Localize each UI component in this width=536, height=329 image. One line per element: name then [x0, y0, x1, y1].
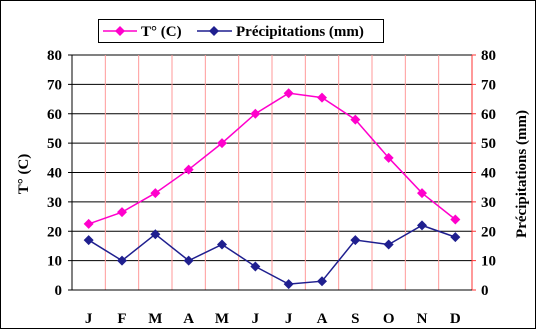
data-point-temperature: [417, 188, 427, 199]
data-point-precipitation: [317, 276, 327, 287]
x-tick-label: F: [117, 311, 126, 327]
data-point-precipitation: [183, 255, 194, 266]
gridlines: [72, 54, 472, 291]
data-point-precipitation: [117, 255, 127, 266]
y-tick-label-left: 20: [47, 224, 62, 240]
y-tick-label-left: 50: [47, 136, 62, 152]
legend-item-temperature: T° (C): [103, 24, 182, 40]
data-point-temperature: [283, 88, 294, 99]
y-tick-label-left: 60: [47, 107, 62, 123]
legend-marker-precipitation: [209, 26, 219, 36]
x-tick-label: M: [215, 311, 229, 327]
y-axis-title-left: T° (C): [16, 154, 32, 195]
series-layer: [83, 88, 461, 290]
y-tick-label-right: 30: [481, 195, 496, 211]
x-tick-label: J: [285, 311, 293, 327]
x-tick-label: O: [383, 311, 395, 327]
y-tick-label-right: 10: [481, 254, 496, 270]
data-point-temperature: [383, 152, 394, 163]
x-tick-label: N: [417, 311, 428, 327]
data-point-precipitation: [350, 235, 361, 246]
x-tick-label: A: [317, 311, 328, 327]
data-point-temperature: [217, 138, 227, 149]
x-tick-label: D: [450, 311, 461, 327]
y-tick-label-right: 0: [481, 283, 489, 299]
legend-marker-temperature: [115, 26, 125, 36]
y-tick-label-left: 10: [47, 254, 62, 270]
x-tick-label: J: [252, 311, 260, 327]
axes: [68, 54, 476, 291]
data-point-precipitation: [83, 235, 94, 246]
x-tick-label: M: [148, 311, 162, 327]
y-tick-label-left: 80: [47, 48, 62, 64]
data-point-precipitation: [417, 220, 427, 231]
data-point-temperature: [150, 188, 161, 199]
data-point-temperature: [317, 92, 327, 103]
legend: T° (C) Précipitations (mm): [98, 19, 384, 43]
y-tick-label-left: 70: [47, 77, 62, 93]
series-line-precipitation: [88, 224, 456, 285]
x-tick-label: S: [351, 311, 359, 327]
data-point-precipitation: [283, 279, 294, 290]
legend-label-temperature: T° (C): [141, 24, 182, 40]
data-point-temperature: [183, 164, 194, 175]
y-tick-label-right: 80: [481, 48, 496, 64]
data-point-temperature: [450, 214, 461, 225]
x-tick-label: A: [183, 311, 194, 327]
series-line-temperature: [88, 92, 456, 225]
data-point-precipitation: [217, 239, 227, 250]
data-point-precipitation: [383, 239, 394, 250]
legend-box: [98, 19, 384, 43]
data-point-precipitation: [450, 232, 461, 243]
tick-labels: 0 0 10 10 20 20 30 30 40 40 50 50 60 60 70 70 80 80 J F M A M J…: [47, 48, 496, 327]
data-point-temperature: [83, 218, 94, 229]
legend-item-precipitation: Précipitations (mm): [197, 24, 364, 40]
legend-label-precipitation: Précipitations (mm): [236, 24, 364, 40]
y-tick-label-right: 50: [481, 136, 496, 152]
y-axis-title-right: Précipitations (mm): [514, 110, 530, 238]
data-point-temperature: [117, 207, 127, 218]
y-tick-label-left: 40: [47, 166, 62, 182]
y-tick-label-right: 60: [481, 107, 496, 123]
y-tick-label-left: 0: [55, 283, 63, 299]
y-tick-label-left: 30: [47, 195, 62, 211]
data-point-temperature: [250, 108, 261, 119]
y-tick-label-right: 70: [481, 77, 496, 93]
y-tick-label-right: 20: [481, 224, 496, 240]
data-point-precipitation: [250, 261, 261, 272]
data-point-temperature: [350, 114, 361, 125]
data-point-precipitation: [150, 229, 161, 240]
x-tick-label: J: [85, 311, 93, 327]
y-tick-label-right: 40: [481, 166, 496, 182]
